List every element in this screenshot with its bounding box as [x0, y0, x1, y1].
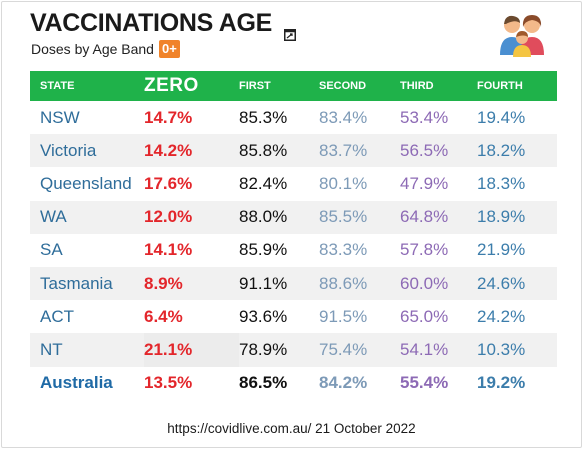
- cell-zero: 14.2%: [144, 134, 239, 168]
- expand-window-icon[interactable]: [283, 19, 296, 41]
- table-row: Tasmania 8.9% 91.1% 88.6% 60.0% 24.6%: [30, 266, 557, 301]
- cell-first: 93.6%: [239, 306, 288, 326]
- vaccination-table: STATE ZERO FIRST SECOND THIRD FOURTH NSW…: [30, 71, 557, 400]
- cell-state[interactable]: NSW: [40, 107, 80, 127]
- title-text: VACCINATIONS AGE: [30, 9, 272, 37]
- cell-second: 84.2%: [319, 373, 368, 393]
- cell-second: 75.4%: [319, 333, 400, 367]
- cell-first: 85.3%: [239, 107, 288, 127]
- cell-third: 53.4%: [400, 107, 449, 127]
- cell-fourth: 18.2%: [477, 134, 557, 168]
- page-title: VACCINATIONS AGE: [30, 9, 296, 41]
- cell-first: 85.8%: [239, 134, 319, 168]
- cell-fourth: 24.2%: [477, 306, 526, 326]
- cell-second: 83.4%: [319, 107, 368, 127]
- cell-fourth: 21.9%: [477, 240, 526, 260]
- table-row: WA 12.0% 88.0% 85.5% 64.8% 18.9%: [30, 200, 557, 234]
- cell-zero: 17.6%: [144, 173, 193, 193]
- cell-third: 65.0%: [400, 306, 449, 326]
- cell-second: 88.6%: [319, 266, 400, 301]
- cell-state[interactable]: NT: [30, 333, 144, 367]
- cell-third: 47.9%: [400, 173, 449, 193]
- cell-first: 85.9%: [239, 240, 288, 260]
- cell-zero: 8.9%: [144, 266, 239, 301]
- cell-third: 56.5%: [400, 134, 477, 168]
- cell-first: 91.1%: [239, 266, 319, 301]
- table-header-row: STATE ZERO FIRST SECOND THIRD FOURTH: [30, 71, 557, 101]
- column-header-state: STATE: [40, 80, 75, 92]
- table-row: NT 21.1% 78.9% 75.4% 54.1% 10.3%: [30, 333, 557, 367]
- table-row: NSW 14.7% 85.3% 83.4% 53.4% 19.4%: [30, 101, 557, 134]
- cell-fourth: 19.4%: [477, 107, 526, 127]
- subtitle: Doses by Age Band 0+: [31, 40, 180, 58]
- age-band-badge: 0+: [158, 40, 180, 58]
- cell-fourth: 18.3%: [477, 173, 526, 193]
- cell-first: 78.9%: [239, 333, 319, 367]
- column-header-first: FIRST: [239, 80, 271, 92]
- column-header-zero: ZERO: [144, 75, 199, 96]
- cell-third: 60.0%: [400, 266, 477, 301]
- cell-first: 86.5%: [239, 373, 288, 393]
- table-row-total: Australia 13.5% 86.5% 84.2% 55.4% 19.2%: [30, 367, 557, 400]
- column-header-third: THIRD: [400, 80, 434, 92]
- cell-second: 80.1%: [319, 173, 368, 193]
- subtitle-text: Doses by Age Band: [31, 41, 154, 57]
- cell-third: 54.1%: [400, 333, 477, 367]
- cell-state[interactable]: Queensland: [40, 173, 132, 193]
- cell-first: 82.4%: [239, 173, 288, 193]
- cell-fourth: 10.3%: [477, 333, 557, 367]
- cell-second: 83.7%: [319, 134, 400, 168]
- table-row: SA 14.1% 85.9% 83.3% 57.8% 21.9%: [30, 234, 557, 267]
- cell-fourth: 24.6%: [477, 266, 557, 301]
- table-row: ACT 6.4% 93.6% 91.5% 65.0% 24.2%: [30, 300, 557, 333]
- column-header-fourth: FOURTH: [477, 80, 523, 92]
- cell-state[interactable]: Victoria: [30, 134, 144, 168]
- cell-state[interactable]: WA: [30, 200, 144, 234]
- cell-state[interactable]: Australia: [40, 373, 113, 393]
- column-header-second: SECOND: [319, 80, 367, 92]
- cell-first: 88.0%: [239, 200, 319, 234]
- cell-state[interactable]: ACT: [40, 306, 74, 326]
- table-row: Victoria 14.2% 85.8% 83.7% 56.5% 18.2%: [30, 134, 557, 168]
- cell-zero: 21.1%: [144, 333, 239, 367]
- cell-second: 83.3%: [319, 240, 368, 260]
- cell-zero: 14.1%: [144, 240, 193, 260]
- cell-fourth: 18.9%: [477, 200, 557, 234]
- cell-zero: 13.5%: [144, 373, 193, 393]
- source-footer: https://covidlive.com.au/ 21 October 202…: [167, 421, 416, 436]
- family-icon: [500, 15, 544, 57]
- cell-second: 85.5%: [319, 200, 400, 234]
- cell-third: 57.8%: [400, 240, 449, 260]
- cell-second: 91.5%: [319, 306, 368, 326]
- table-row: Queensland 17.6% 82.4% 80.1% 47.9% 18.3%: [30, 167, 557, 200]
- cell-third: 64.8%: [400, 200, 477, 234]
- cell-zero: 6.4%: [144, 306, 183, 326]
- cell-fourth: 19.2%: [477, 373, 526, 393]
- cell-state[interactable]: SA: [40, 240, 63, 260]
- cell-third: 55.4%: [400, 373, 449, 393]
- cell-zero: 12.0%: [144, 200, 239, 234]
- cell-zero: 14.7%: [144, 107, 193, 127]
- cell-state[interactable]: Tasmania: [30, 266, 144, 301]
